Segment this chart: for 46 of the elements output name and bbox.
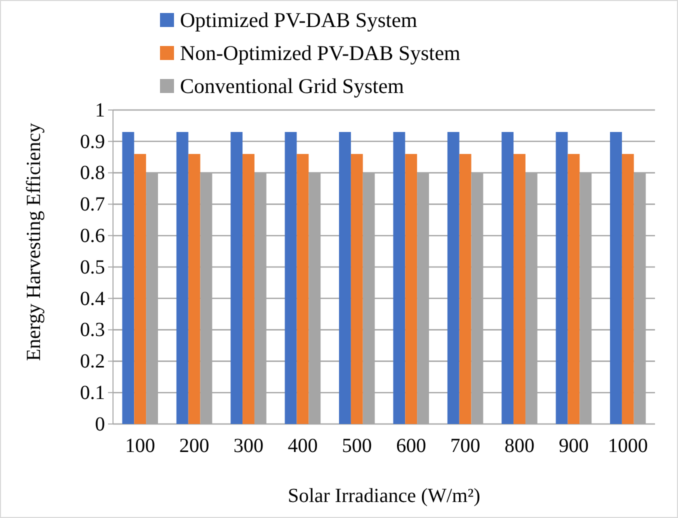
y-tick-label: 0.5 <box>80 256 105 278</box>
bar <box>568 154 580 424</box>
bar <box>284 132 297 424</box>
x-tick-label: 600 <box>396 435 426 458</box>
bar <box>134 154 146 424</box>
bar <box>610 132 622 424</box>
y-tick-label: 0.9 <box>80 130 105 153</box>
y-tick-label: 0.6 <box>80 225 105 247</box>
x-tick-label: 400 <box>288 435 318 458</box>
bar <box>122 132 134 424</box>
x-tick-label: 100 <box>125 435 156 458</box>
x-tick-label: 900 <box>558 435 589 458</box>
bar <box>230 132 243 424</box>
y-tick-label: 0.1 <box>80 382 105 404</box>
y-tick-label: 1 <box>95 99 105 122</box>
y-tick-label: 0.8 <box>80 162 105 184</box>
x-tick-label: 500 <box>342 435 372 458</box>
bar <box>242 154 254 424</box>
y-tick-label: 0.4 <box>80 288 105 310</box>
x-axis-title: Solar Irradiance (W/m²) <box>288 485 480 507</box>
y-axis-title: Energy Harvesting Efficiency <box>23 122 45 362</box>
x-tick-label: 1000 <box>608 435 648 458</box>
bar <box>502 132 514 424</box>
y-tick-label: 0.7 <box>80 194 105 216</box>
y-tick-label: 0.2 <box>80 350 105 373</box>
y-tick-label: 0.3 <box>80 319 105 342</box>
x-tick-label: 700 <box>450 435 480 458</box>
bar <box>622 154 634 424</box>
bar <box>296 154 309 424</box>
x-tick-label: 200 <box>179 435 210 458</box>
legend-label: Optimized PV-DAB System <box>180 8 418 32</box>
bar <box>447 132 460 424</box>
bar <box>405 154 418 424</box>
bar <box>556 132 568 424</box>
bar <box>350 154 363 424</box>
bar <box>393 132 406 424</box>
bar <box>459 154 472 424</box>
x-tick-label: 300 <box>234 435 264 458</box>
legend-label: Non-Optimized PV-DAB System <box>180 41 460 65</box>
bar <box>514 154 526 424</box>
bar <box>176 132 188 424</box>
bar <box>188 154 200 424</box>
y-tick-label: 0 <box>95 413 105 436</box>
bar <box>339 132 351 424</box>
x-tick-label: 800 <box>504 435 534 458</box>
legend-label: Conventional Grid System <box>180 74 404 98</box>
